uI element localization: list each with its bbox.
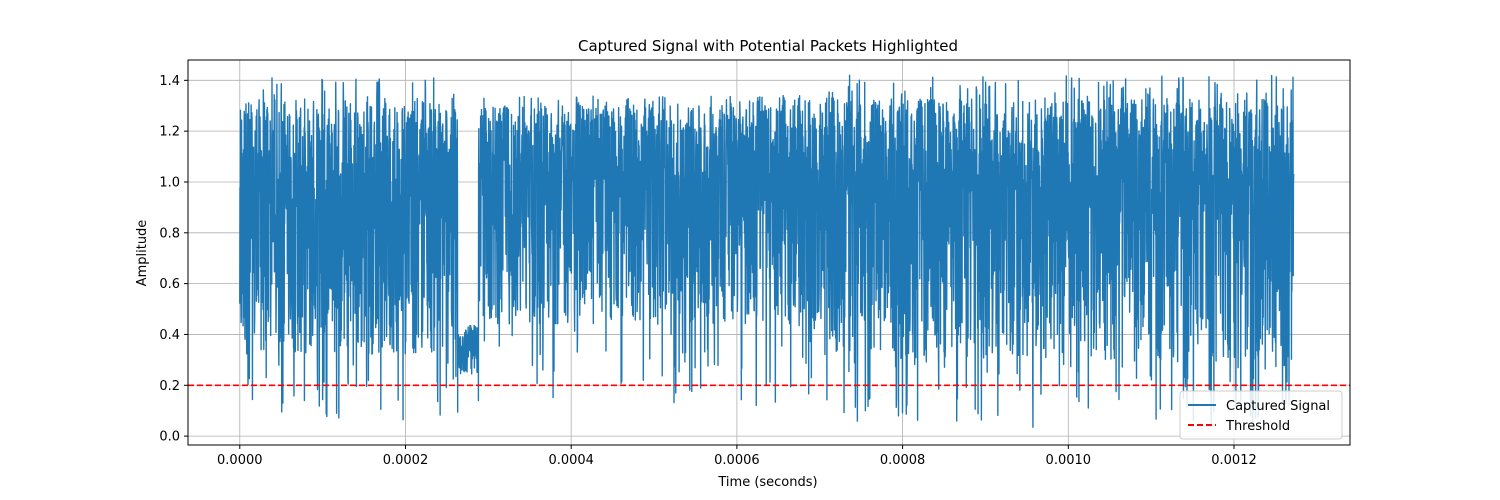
- x-tick-label: 0.0008: [880, 453, 926, 468]
- ticks: 0.0000 0.0002 0.0004 0.0006 0.0008 0.0010 0.00…: [159, 74, 1256, 468]
- y-tick-label: 1.2: [159, 125, 180, 140]
- plot-area: [188, 74, 1350, 428]
- chart-title: Captured Signal with Potential Packets H…: [578, 37, 958, 55]
- y-tick-label: 0.2: [159, 379, 180, 394]
- legend-signal-label: Captured Signal: [1226, 399, 1330, 414]
- y-axis-label: Amplitude: [135, 220, 150, 287]
- legend-threshold-label: Threshold: [1225, 419, 1290, 434]
- axes-spines: [187, 59, 1351, 446]
- x-tick-label: 0.0004: [548, 453, 594, 468]
- x-tick-label: 0.0002: [383, 453, 429, 468]
- x-tick-label: 0.0012: [1211, 453, 1257, 468]
- y-tick-label: 0.8: [159, 226, 180, 241]
- x-tick-label: 0.0000: [217, 453, 263, 468]
- y-tick-label: 0.6: [159, 277, 180, 292]
- y-tick-label: 0.4: [159, 328, 180, 343]
- x-tick-label: 0.0010: [1046, 453, 1092, 468]
- y-tick-label: 1.0: [159, 175, 180, 190]
- captured-signal-line: [239, 74, 1295, 428]
- legend-box: [1179, 390, 1343, 440]
- axes-frame: [187, 59, 1351, 446]
- legend: Captured Signal Threshold: [1179, 390, 1343, 440]
- x-tick-label: 0.0006: [714, 453, 760, 468]
- x-axis-label: Time (seconds): [717, 475, 817, 490]
- y-tick-label: 1.4: [159, 74, 180, 89]
- y-tick-label: 0.0: [159, 430, 180, 445]
